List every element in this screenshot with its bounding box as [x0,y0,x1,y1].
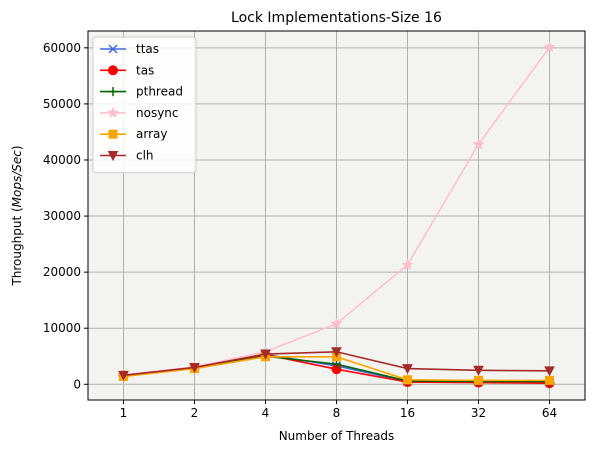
x-axis-ticks: 1 2 4 8 16 32 64 [120,400,557,420]
y-axis-label-unit: Mops/Sec [10,150,24,208]
data-point-nosync [472,137,485,150]
y-axis-label-prefix: Throughput ( [10,207,24,286]
legend-item-pthread: pthread [100,85,183,99]
y-tick-label: 30000 [43,209,81,223]
legend-item-tas: tas [100,63,154,77]
x-tick-label: 2 [191,406,199,420]
grid-lines [88,31,585,400]
data-point-nosync [330,317,343,329]
y-axis-label: Throughput (Mops/Sec) [10,145,24,286]
legend-label: clh [136,149,154,163]
legend-marker [108,87,118,97]
y-tick-label: 50000 [43,97,81,111]
chart-title: Lock Implementations-Size 16 [231,10,442,26]
y-tick-label: 60000 [43,41,81,55]
legend-marker [108,44,118,54]
legend-marker [107,151,119,162]
legend-label: array [136,127,167,141]
data-point-array [403,375,412,385]
legend-item-ttas: ttas [100,42,159,56]
legend-item-array: array [100,127,167,141]
legend-label: ttas [136,42,159,56]
legend-marker [108,129,118,139]
data-point-clh [473,365,484,376]
legend-label: pthread [136,85,183,99]
legend-marker [106,106,120,119]
legend-marker [108,65,118,76]
data-point-array [474,375,483,385]
data-point-clh [189,362,200,374]
legend: ttas tas pthread nosync array clh [92,36,197,174]
x-tick-label: 64 [542,406,557,420]
legend-label: nosync [136,106,179,120]
legend-label: tas [136,63,154,77]
series-group [117,40,556,389]
legend-item-clh: clh [100,149,154,163]
x-tick-label: 4 [262,406,270,420]
y-tick-label: 20000 [43,265,81,279]
x-tick-label: 1 [120,406,128,420]
x-tick-label: 8 [333,406,341,420]
y-tick-label: 10000 [43,321,81,335]
y-tick-label: 0 [73,377,81,391]
data-point-clh [402,364,413,375]
x-tick-label: 32 [471,406,486,420]
y-tick-label: 40000 [43,153,81,167]
data-point-nosync [543,40,556,53]
data-point-clh [331,347,342,358]
y-axis-label-suffix: ) [10,145,24,150]
data-point-clh [544,366,555,377]
data-point-nosync [401,258,414,270]
legend-item-nosync: nosync [100,106,179,120]
x-tick-label: 16 [400,406,415,420]
x-axis-label: Number of Threads [279,429,395,443]
data-point-clh [260,349,271,360]
y-axis-ticks: 0 10000 20000 30000 40000 50000 60000 [43,41,88,391]
series-clh [118,347,555,381]
data-point-array [545,375,554,385]
data-point-clh [118,370,129,381]
